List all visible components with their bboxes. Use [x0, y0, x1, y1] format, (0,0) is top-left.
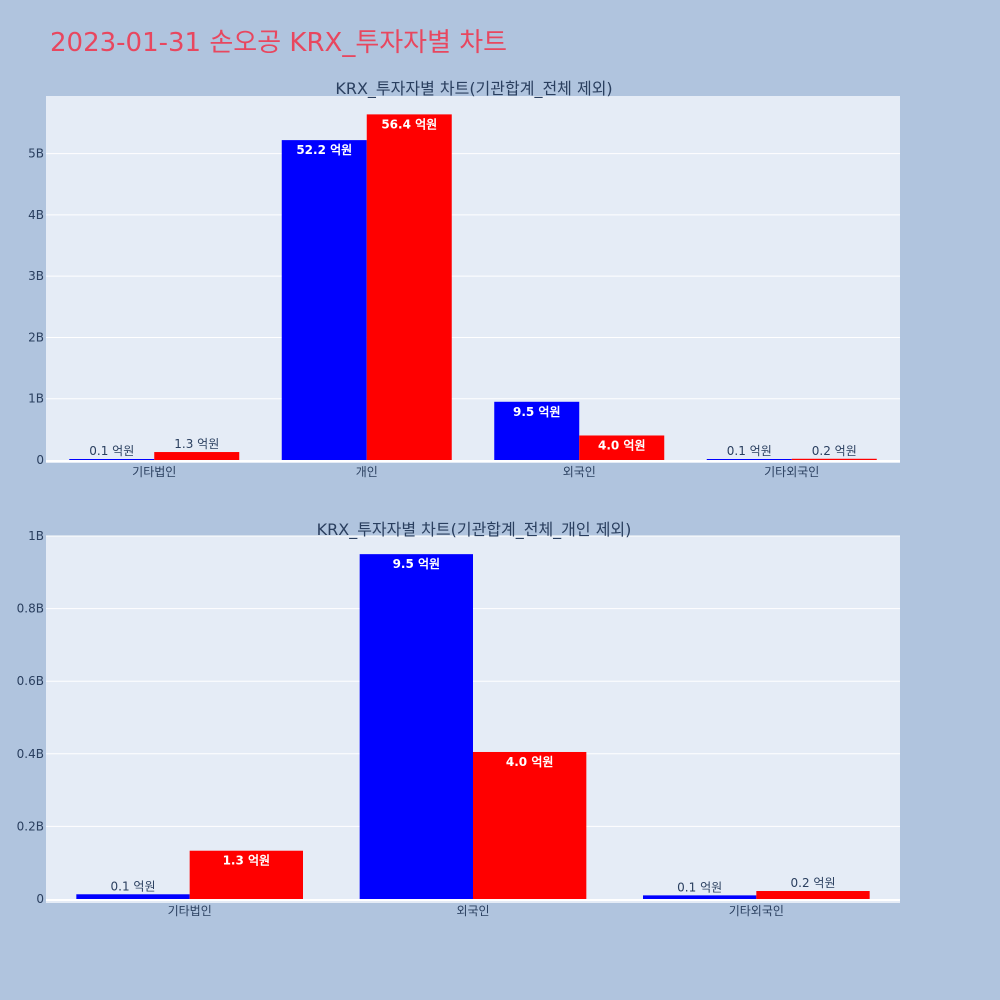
data-label: 0.1 억원: [727, 444, 772, 458]
page-title: 2023-01-31 손오공 KRX_투자자별 차트: [50, 28, 508, 58]
y-tick-label: 0.6B: [17, 674, 44, 688]
data-label: 52.2 억원: [296, 143, 352, 157]
data-label: 9.5 억원: [393, 557, 441, 571]
bar: [643, 895, 757, 899]
y-tick-label: 0: [36, 892, 44, 906]
x-tick-label: 외국인: [456, 904, 489, 918]
bar: [69, 459, 155, 460]
bar: [76, 894, 190, 899]
chart-1: 0 1B 2B 3B 4B 5B KRX_투자자별 차트(기관합계_전체 제외) 0.1 억원…: [28, 79, 900, 479]
x-tick-label: 기타외국인: [764, 465, 819, 479]
bar: [189, 850, 303, 899]
y-tick-label: 1B: [28, 392, 44, 406]
bar: [473, 751, 587, 899]
y-tick-label: 1B: [28, 529, 44, 543]
x-tick-label: 기타법인: [132, 465, 176, 479]
data-label: 0.2 억원: [791, 876, 836, 890]
data-label: 4.0 억원: [598, 438, 646, 452]
data-label: 4.0 억원: [506, 755, 554, 769]
x-tick-label: 기타외국인: [729, 904, 784, 918]
x-tick-label: 기타법인: [168, 904, 212, 918]
chart-title: KRX_투자자별 차트(기관합계_전체_개인 제외): [317, 520, 632, 540]
data-label: 9.5 억원: [513, 405, 561, 419]
data-label: 0.1 억원: [89, 444, 134, 458]
bar: [154, 452, 240, 460]
y-tick-label: 5B: [28, 147, 44, 161]
bar: [579, 435, 665, 460]
y-tick-label: 2B: [28, 330, 44, 344]
y-tick-label: 0: [36, 453, 44, 467]
y-tick-label: 0.8B: [17, 602, 44, 616]
chart-title: KRX_투자자별 차트(기관합계_전체 제외): [335, 79, 612, 99]
x-tick-label: 개인: [356, 465, 378, 479]
y-tick-label: 0.2B: [17, 819, 44, 833]
bar: [494, 401, 580, 460]
data-label: 1.3 억원: [223, 854, 271, 868]
bar: [756, 891, 870, 899]
x-tick-label: 외국인: [563, 465, 596, 479]
data-label: 56.4 억원: [381, 117, 437, 131]
bar: [359, 554, 473, 899]
y-tick-label: 3B: [28, 269, 44, 283]
bar: [706, 459, 792, 460]
chart-2: 0 0.2B 0.4B 0.6B 0.8B 1B KRX_투자자별 차트(기관합계_전체_개…: [17, 520, 900, 918]
data-label: 1.3 억원: [174, 437, 219, 451]
bar: [366, 114, 452, 460]
bar: [281, 140, 367, 460]
y-tick-label: 0.4B: [17, 747, 44, 761]
bar: [791, 458, 877, 460]
data-label: 0.1 억원: [677, 880, 722, 894]
plot-area: [46, 96, 900, 463]
data-label: 0.1 억원: [111, 879, 156, 893]
y-tick-label: 4B: [28, 208, 44, 222]
data-label: 0.2 억원: [812, 444, 857, 458]
